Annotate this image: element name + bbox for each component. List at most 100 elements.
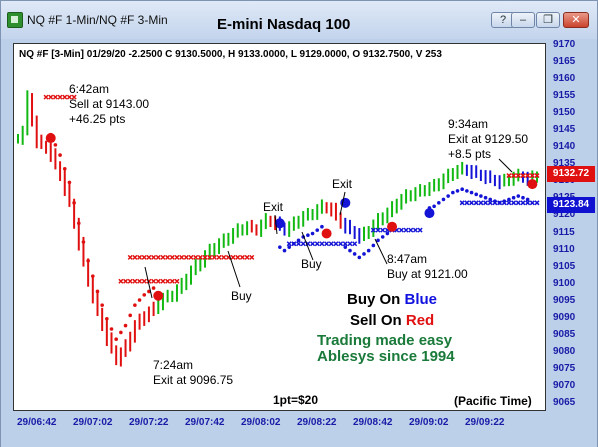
level-x-marker (165, 278, 171, 284)
level-x-marker (160, 278, 166, 284)
time-tick-label: 29/08:02 (241, 417, 281, 428)
level-x-marker (375, 227, 381, 233)
trailing-stop-dot (385, 231, 390, 236)
level-x-marker (151, 278, 157, 284)
trailing-stop-dot (460, 187, 464, 191)
sell-signal-marker (45, 133, 56, 144)
trailing-stop-dot (474, 192, 479, 197)
price-chart-svg[interactable] (14, 44, 545, 410)
price-tick-label: 9095 (553, 294, 576, 306)
level-x-marker (380, 227, 386, 233)
trailing-stop-dot (315, 228, 320, 232)
restore-button[interactable]: ❐ (536, 12, 560, 28)
sell-time: 6:42am (69, 82, 110, 96)
sell-legend-prefix: Sell On (350, 312, 406, 329)
price-axis[interactable]: 9170916591609155915091459140913591309125… (547, 37, 598, 412)
level-x-marker (487, 200, 493, 206)
annotation-pointer-line (301, 231, 314, 261)
trailing-stop-dot (72, 201, 76, 205)
price-tick-label: 9120 (553, 209, 576, 221)
trailing-stop-dot (320, 224, 324, 229)
trailing-stop-dot (507, 197, 511, 202)
level-x-marker (408, 227, 414, 233)
trailing-stop-dot (151, 286, 156, 290)
level-x-marker (235, 254, 241, 260)
trailing-stop-dot (525, 197, 530, 202)
level-x-marker (352, 241, 358, 247)
level-x-marker (492, 200, 498, 206)
close-button[interactable]: ✕ (563, 12, 589, 28)
price-tick-label: 9085 (553, 328, 576, 340)
chart-title: E-mini Nasdaq 100 (217, 16, 351, 33)
trailing-stop-dot (119, 330, 123, 335)
tagline: Trading made easy (317, 332, 453, 349)
exit-signal-marker (321, 228, 332, 239)
trailing-stop-dot (451, 190, 455, 195)
trailing-stop-dot (133, 303, 137, 307)
trailing-stop-dot (91, 274, 95, 278)
level-x-marker (342, 241, 348, 247)
exit-signal-marker (153, 290, 164, 301)
level-x-marker (160, 254, 166, 260)
exit-signal-marker (527, 179, 538, 190)
app-icon (7, 12, 23, 28)
trailing-stop-dot (483, 195, 488, 200)
level-x-marker (216, 254, 222, 260)
level-x-marker (300, 241, 306, 247)
trailing-stop-dot (76, 221, 81, 226)
trailing-stop-dot (516, 194, 521, 198)
level-x-marker (310, 241, 316, 247)
level-x-marker (127, 278, 133, 284)
level-x-marker (230, 254, 236, 260)
exit-3-price: Exit at 9129.50 (448, 132, 529, 146)
annotation-pointer-line (144, 266, 153, 299)
minimize-button[interactable]: – (511, 12, 535, 28)
level-x-marker (464, 200, 470, 206)
level-x-marker (188, 254, 194, 260)
plot-area[interactable] (13, 43, 546, 411)
level-x-marker (123, 278, 129, 284)
level-x-marker (333, 241, 339, 247)
level-x-marker (398, 227, 404, 233)
level-x-marker (525, 173, 531, 179)
price-tick-label: 9075 (553, 362, 576, 374)
stop-price-tag: 9123.84 (547, 197, 595, 213)
trailing-stop-dot (62, 166, 67, 171)
level-x-marker (202, 254, 208, 260)
level-x-marker (459, 200, 465, 206)
level-x-marker (520, 173, 526, 179)
level-x-marker (370, 227, 376, 233)
level-x-marker (291, 241, 297, 247)
level-x-marker (469, 200, 475, 206)
trailing-stop-dot (465, 189, 469, 193)
level-x-marker (515, 200, 521, 206)
trailing-stop-dot (343, 245, 348, 249)
time-tick-label: 29/07:02 (73, 417, 113, 428)
trailing-stop-dot (371, 243, 376, 248)
time-axis[interactable]: 29/06:42 29/07:02 29/07:22 29/07:42 29/08:02… (13, 413, 546, 438)
level-x-marker (132, 278, 138, 284)
level-x-marker (151, 254, 157, 260)
level-x-marker (525, 200, 531, 206)
bar-info-line: NQ #F [3-Min] 01/29/20 -2.2500 C 9130.50… (19, 49, 442, 60)
level-x-marker (328, 241, 334, 247)
level-x-marker (511, 200, 517, 206)
trailing-stop-dot (488, 197, 493, 202)
level-x-marker (48, 94, 54, 100)
price-tick-label: 9150 (553, 107, 576, 119)
level-x-marker (127, 254, 133, 260)
title-bar[interactable]: NQ #F 1-Min/NQ #F 3-Min E-mini Nasdaq 10… (1, 1, 597, 39)
sell-points: +46.25 pts (69, 112, 126, 126)
price-tick-label: 9090 (553, 311, 576, 323)
level-x-marker (347, 241, 353, 247)
buy-legend: Buy On Blue (347, 291, 437, 308)
buy-2-label: Buy (301, 257, 322, 271)
trailing-stop-dot (441, 197, 446, 202)
trailing-stop-dot (123, 323, 128, 328)
level-x-marker (43, 94, 49, 100)
trailing-stop-dot (81, 240, 86, 244)
level-x-marker (62, 94, 68, 100)
trailing-stop-dot (53, 143, 58, 147)
buy-legend-prefix: Buy On (347, 291, 405, 308)
